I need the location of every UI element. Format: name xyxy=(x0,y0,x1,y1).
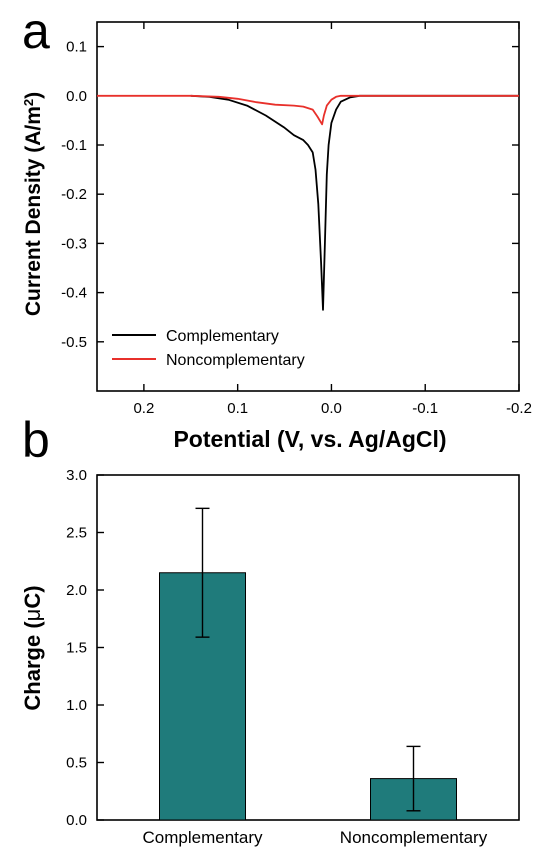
y-tick-label: 0.0 xyxy=(66,812,87,829)
x-tick-label: -0.1 xyxy=(412,400,438,417)
legend-label: Noncomplementary xyxy=(166,352,305,369)
chart-b: 0.0 0.5 1.0 1.5 2.0 2.5 3.0 Complementary Nonco… xyxy=(20,467,520,847)
series-line-noncomplementary xyxy=(97,94,519,126)
y-tick-label: -0.4 xyxy=(61,285,87,302)
y-tick-label: 0.0 xyxy=(66,88,87,105)
panel-letter-b: b xyxy=(22,412,50,468)
x-tick-label: 0.1 xyxy=(227,400,248,417)
chart-a-y-axis-title: Current Density (A/m2) xyxy=(21,92,46,316)
x-tick-label: 0.2 xyxy=(133,400,154,417)
chart-b-bars xyxy=(159,507,457,821)
y-tick-label: 0.5 xyxy=(66,755,87,772)
y-tick-label: 2.5 xyxy=(66,525,87,542)
chart-a-frame xyxy=(96,21,520,392)
chart-a-legend: Complementary Noncomplementary xyxy=(112,328,305,369)
category-label: Noncomplementary xyxy=(340,828,488,847)
y-tick-label: -0.1 xyxy=(61,137,87,154)
y-tick-label: 0.1 xyxy=(66,39,87,56)
chart-b-y-ticks: 0.0 0.5 1.0 1.5 2.0 2.5 3.0 xyxy=(66,467,104,829)
y-tick-label: -0.2 xyxy=(61,186,87,203)
y-tick-label: 1.0 xyxy=(66,697,87,714)
series-line-complementary xyxy=(190,94,519,311)
chart-a-x-axis-title: Potential (V, vs. Ag/AgCl) xyxy=(173,426,446,452)
chart-b-category-labels: Complementary Noncomplementary xyxy=(143,828,488,847)
y-tick-label: -0.3 xyxy=(61,235,87,252)
chart-b-y-axis-title: Charge (μC) xyxy=(20,585,45,710)
y-tick-label: 1.5 xyxy=(66,640,87,657)
y-tick-label: 3.0 xyxy=(66,467,87,484)
chart-a-series xyxy=(97,94,519,311)
y-tick-label: 2.0 xyxy=(66,582,87,599)
chart-a-x-ticks: 0.2 0.1 0.0 -0.1 -0.2 xyxy=(133,22,532,417)
legend-label: Complementary xyxy=(166,328,279,345)
chart-a-y-ticks: 0.1 0.0 -0.1 -0.2 -0.3 -0.4 -0.5 xyxy=(61,39,519,351)
x-tick-label: -0.2 xyxy=(506,400,532,417)
chart-a: 0.1 0.0 -0.1 -0.2 -0.3 -0.4 -0.5 0.2 0.1 0.0 -0.1… xyxy=(21,21,532,452)
panel-letter-a: a xyxy=(22,3,50,59)
x-tick-label: 0.0 xyxy=(321,400,342,417)
category-label: Complementary xyxy=(143,828,263,847)
y-tick-label: -0.5 xyxy=(61,334,87,351)
